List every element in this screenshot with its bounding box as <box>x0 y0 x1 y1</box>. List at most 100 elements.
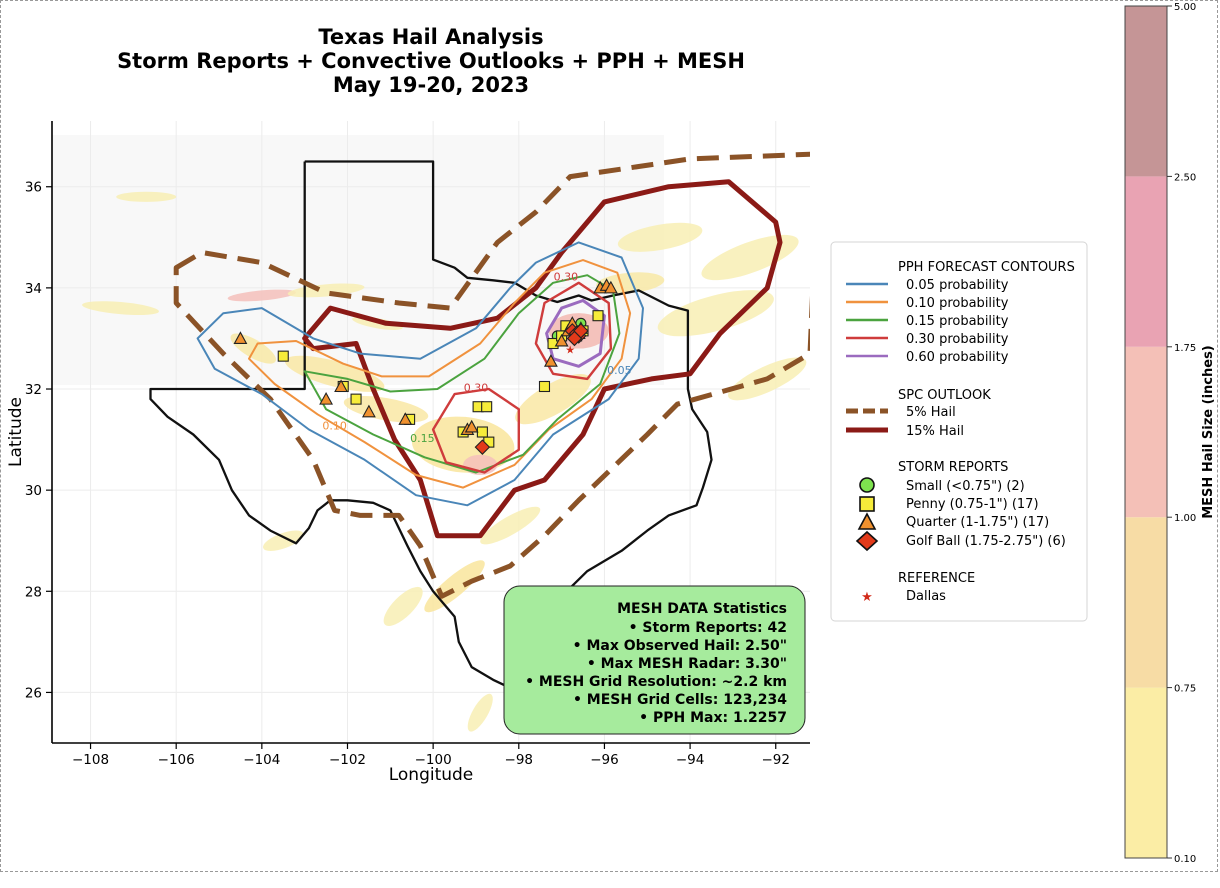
pph-contour-0-05 <box>196 241 644 507</box>
x-axis-label: Longitude <box>389 765 474 785</box>
storm-report-penny <box>277 350 289 362</box>
pph-contour-layer <box>196 241 644 507</box>
mesh-swath <box>227 289 296 302</box>
legend-spc-label: 5% Hail <box>906 405 956 420</box>
storm-report-quarter <box>361 404 376 418</box>
dallas-star-icon: ★ <box>565 344 575 357</box>
colorbar-tick-label: 2.50 <box>1174 172 1196 183</box>
colorbar-tick-label: 1.75 <box>1174 343 1196 354</box>
legend-pph-label: 0.30 probability <box>906 332 1009 347</box>
storm-report-quarter <box>398 412 413 425</box>
x-tick-label: −98 <box>505 752 534 768</box>
chart-title-line-2: Storm Reports + Convective Outlooks + PP… <box>117 49 745 73</box>
stats-line: • Max Observed Hail: 2.50" <box>573 638 787 654</box>
contour-label: 0.05 <box>607 364 632 377</box>
stats-line: • Storm Reports: 42 <box>629 620 787 636</box>
stats-box-background <box>503 585 806 735</box>
legend-reference-title: REFERENCE <box>898 571 975 586</box>
y-axis-ticks: 26 28 30 32 34 36 <box>25 180 52 701</box>
mesh-swath <box>116 191 177 202</box>
spc-15pct-hail-outline <box>302 179 783 539</box>
spc-5pct-hail-outline <box>173 151 810 599</box>
colorbar-segment <box>1125 6 1167 177</box>
legend-dallas-star-icon: ★ <box>861 590 873 605</box>
mesh-swath <box>82 301 159 316</box>
colorbar-tick-label: 0.10 <box>1174 854 1196 865</box>
mesh-swath <box>701 234 799 281</box>
storm-report-quarter <box>603 280 618 294</box>
x-tick-label: −104 <box>243 752 280 768</box>
colorbar: 0.10 0.75 1.00 1.75 2.50 5.00 MESH Hail Size … <box>1124 2 1216 865</box>
legend-spc-title: SPC OUTLOOK <box>898 388 991 403</box>
x-tick-label: −96 <box>590 752 619 768</box>
storm-reports-layer <box>233 278 618 455</box>
storm-report-quarter <box>543 354 558 367</box>
storm-report-golfball <box>566 330 583 347</box>
x-tick-label: −108 <box>72 752 109 768</box>
pph-contour-0-15 <box>303 274 621 474</box>
storm-report-quarter <box>334 379 348 393</box>
colorbar-ticks: 0.10 0.75 1.00 1.75 2.50 5.00 <box>1167 2 1196 865</box>
y-tick-label: 26 <box>25 685 42 701</box>
colorbar-tick-label: 5.00 <box>1174 2 1196 13</box>
x-tick-label: −92 <box>761 752 790 768</box>
mesh-swath <box>383 586 423 626</box>
stats-line: • PPH Max: 1.2257 <box>639 710 787 726</box>
storm-report-penny <box>476 426 488 438</box>
stats-line: • MESH Grid Cells: 123,234 <box>573 692 787 708</box>
axes-spines <box>51 121 810 744</box>
y-tick-label: 28 <box>25 584 42 600</box>
storm-report-penny <box>592 310 604 322</box>
storm-report-quarter <box>319 391 334 405</box>
y-axis-label: Latitude <box>6 397 26 467</box>
legend-report-label: Golf Ball (1.75-2.75") (6) <box>906 534 1066 549</box>
colorbar-label: MESH Hail Size (inches) <box>1201 345 1216 519</box>
storm-report-golfball <box>474 439 491 455</box>
x-tick-label: −102 <box>329 752 366 768</box>
pph-contour-0-10 <box>248 259 632 489</box>
legend-marker-penny <box>859 496 875 512</box>
legend-marker-small <box>859 477 875 493</box>
stats-box: MESH DATA Statistics • Storm Reports: 42… <box>503 585 806 735</box>
contour-label: 0.30 <box>554 270 579 283</box>
legend-report-label: Penny (0.75-1") (17) <box>906 497 1039 512</box>
contour-labels: 0.30 0.30 0.05 0.10 0.15 <box>322 270 631 445</box>
colorbar-tick-label: 1.00 <box>1174 513 1196 524</box>
spc-outlook-layer <box>173 151 810 599</box>
colorbar-segment <box>1125 176 1167 347</box>
stats-box-title: MESH DATA Statistics <box>617 601 787 617</box>
pph-contour-0-60 <box>545 299 606 368</box>
legend-pph-label: 0.05 probability <box>906 278 1009 293</box>
colorbar-tick-label: 0.75 <box>1174 684 1196 695</box>
x-tick-label: −94 <box>676 752 705 768</box>
legend-pph-label: 0.15 probability <box>906 314 1009 329</box>
stats-line: • Max MESH Radar: 3.30" <box>587 656 787 672</box>
legend-pph-label: 0.10 probability <box>906 296 1009 311</box>
chart-title: Texas Hail Analysis Storm Reports + Conv… <box>117 25 745 97</box>
legend-frame <box>830 241 1088 622</box>
legend-reference-label: Dallas <box>906 589 946 604</box>
contour-label: 0.15 <box>410 432 435 445</box>
reference-layer: ★ <box>565 344 575 357</box>
colorbar-segments <box>1125 6 1167 858</box>
storm-report-quarter <box>233 331 248 344</box>
storm-report-quarter <box>464 419 479 433</box>
x-tick-label: −106 <box>158 752 195 768</box>
mesh-swath <box>617 222 703 252</box>
legend-spc-label: 15% Hail <box>906 424 964 439</box>
legend: PPH FORECAST CONTOURS 0.05 probability 0… <box>830 241 1088 622</box>
legend-pph-title: PPH FORECAST CONTOURS <box>898 260 1075 275</box>
mesh-swath <box>480 506 541 545</box>
x-axis-ticks: −108 −106 −104 −102 −100 −98 −96 −94 −92 <box>72 743 790 768</box>
mesh-swath <box>515 374 591 425</box>
legend-marker-quarter <box>857 512 877 530</box>
storm-report-penny <box>481 401 493 413</box>
colorbar-segment <box>1125 687 1167 858</box>
stats-line: • MESH Grid Resolution: ~2.2 km <box>525 674 787 690</box>
contour-label: 0.10 <box>322 419 347 432</box>
x-tick-label: −100 <box>415 752 452 768</box>
chart-title-line-3: May 19-20, 2023 <box>333 73 529 97</box>
legend-report-label: Small (<0.75") (2) <box>906 479 1025 494</box>
colorbar-segment <box>1125 517 1167 688</box>
